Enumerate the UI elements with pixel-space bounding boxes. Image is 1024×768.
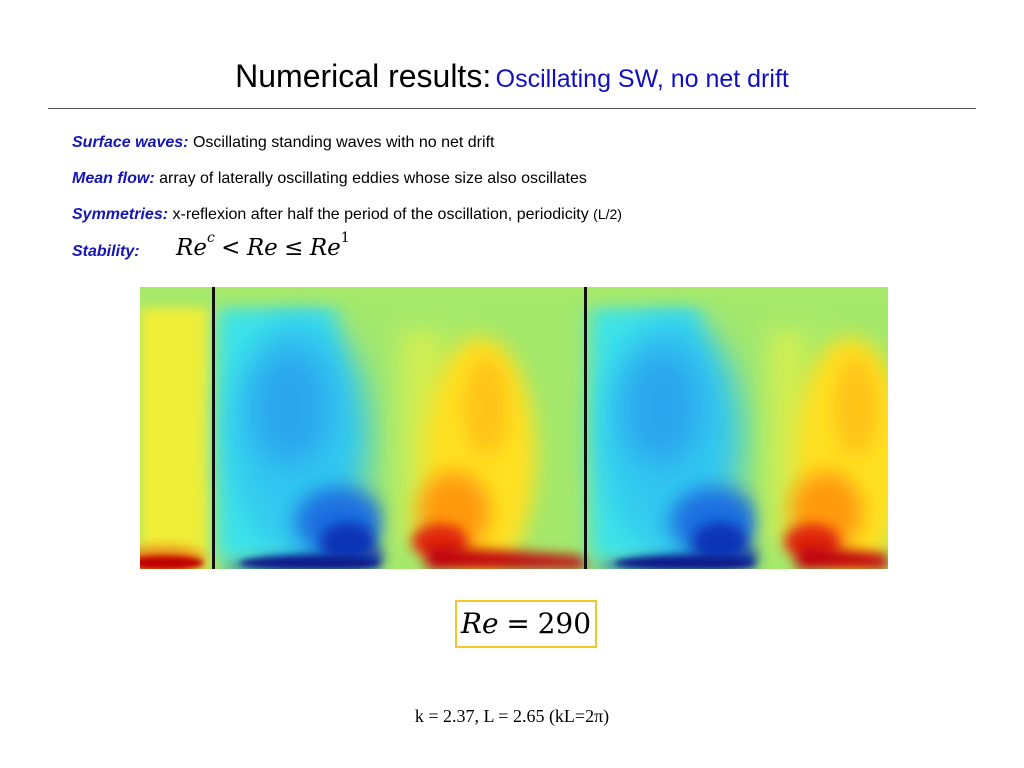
formula-op: ≤ [284, 235, 304, 261]
periodicity-note: (L/2) [593, 206, 622, 222]
formula-re: Re [176, 235, 207, 261]
bullet-surface-waves: Surface waves: Oscillating standing wave… [72, 134, 494, 152]
stability-formula: Rec < Re ≤ Re1 [176, 230, 350, 261]
formula-re: Re [246, 235, 278, 261]
field-panel-left [140, 307, 214, 569]
parameters-caption: k = 2.37, L = 2.65 (kL=2π) [414, 706, 610, 726]
bullet-text: Oscillating standing waves with no net d… [192, 134, 495, 151]
period-marker-line [584, 287, 587, 569]
bullet-label: Surface waves: [72, 134, 189, 151]
mean-flow-field-image [140, 287, 888, 569]
reynolds-number-box: Re = 290 [455, 600, 597, 648]
formula-op: < [221, 235, 241, 261]
formula-sup: c [206, 230, 215, 247]
title-main: Numerical results: [235, 58, 492, 94]
period-marker-line [212, 287, 215, 569]
field-top-band [140, 287, 888, 311]
re-symbol: Re [460, 607, 499, 640]
re-value: 290 [537, 607, 592, 640]
title-divider [48, 108, 976, 109]
formula-sup: 1 [340, 230, 350, 247]
bullet-stability: Stability: [72, 243, 140, 261]
re-equals: = [506, 607, 530, 640]
field-panel-2 [590, 307, 888, 569]
bullet-label: Symmetries: [72, 206, 169, 223]
bullet-symmetries: Symmetries: x-reflexion after half the p… [72, 206, 622, 224]
bullet-mean-flow: Mean flow: array of laterally oscillatin… [72, 170, 587, 188]
bullet-text: x-reflexion after half the period of the… [172, 206, 589, 223]
bullet-label: Stability: [72, 243, 140, 260]
formula-re: Re [309, 235, 341, 261]
slide-title: Numerical results: Oscillating SW, no ne… [0, 58, 1024, 95]
title-subtitle: Oscillating SW, no net drift [495, 65, 789, 93]
bullet-text: array of laterally oscillating eddies wh… [159, 170, 587, 187]
bullet-label: Mean flow: [72, 170, 155, 187]
field-panel-1 [216, 307, 586, 569]
